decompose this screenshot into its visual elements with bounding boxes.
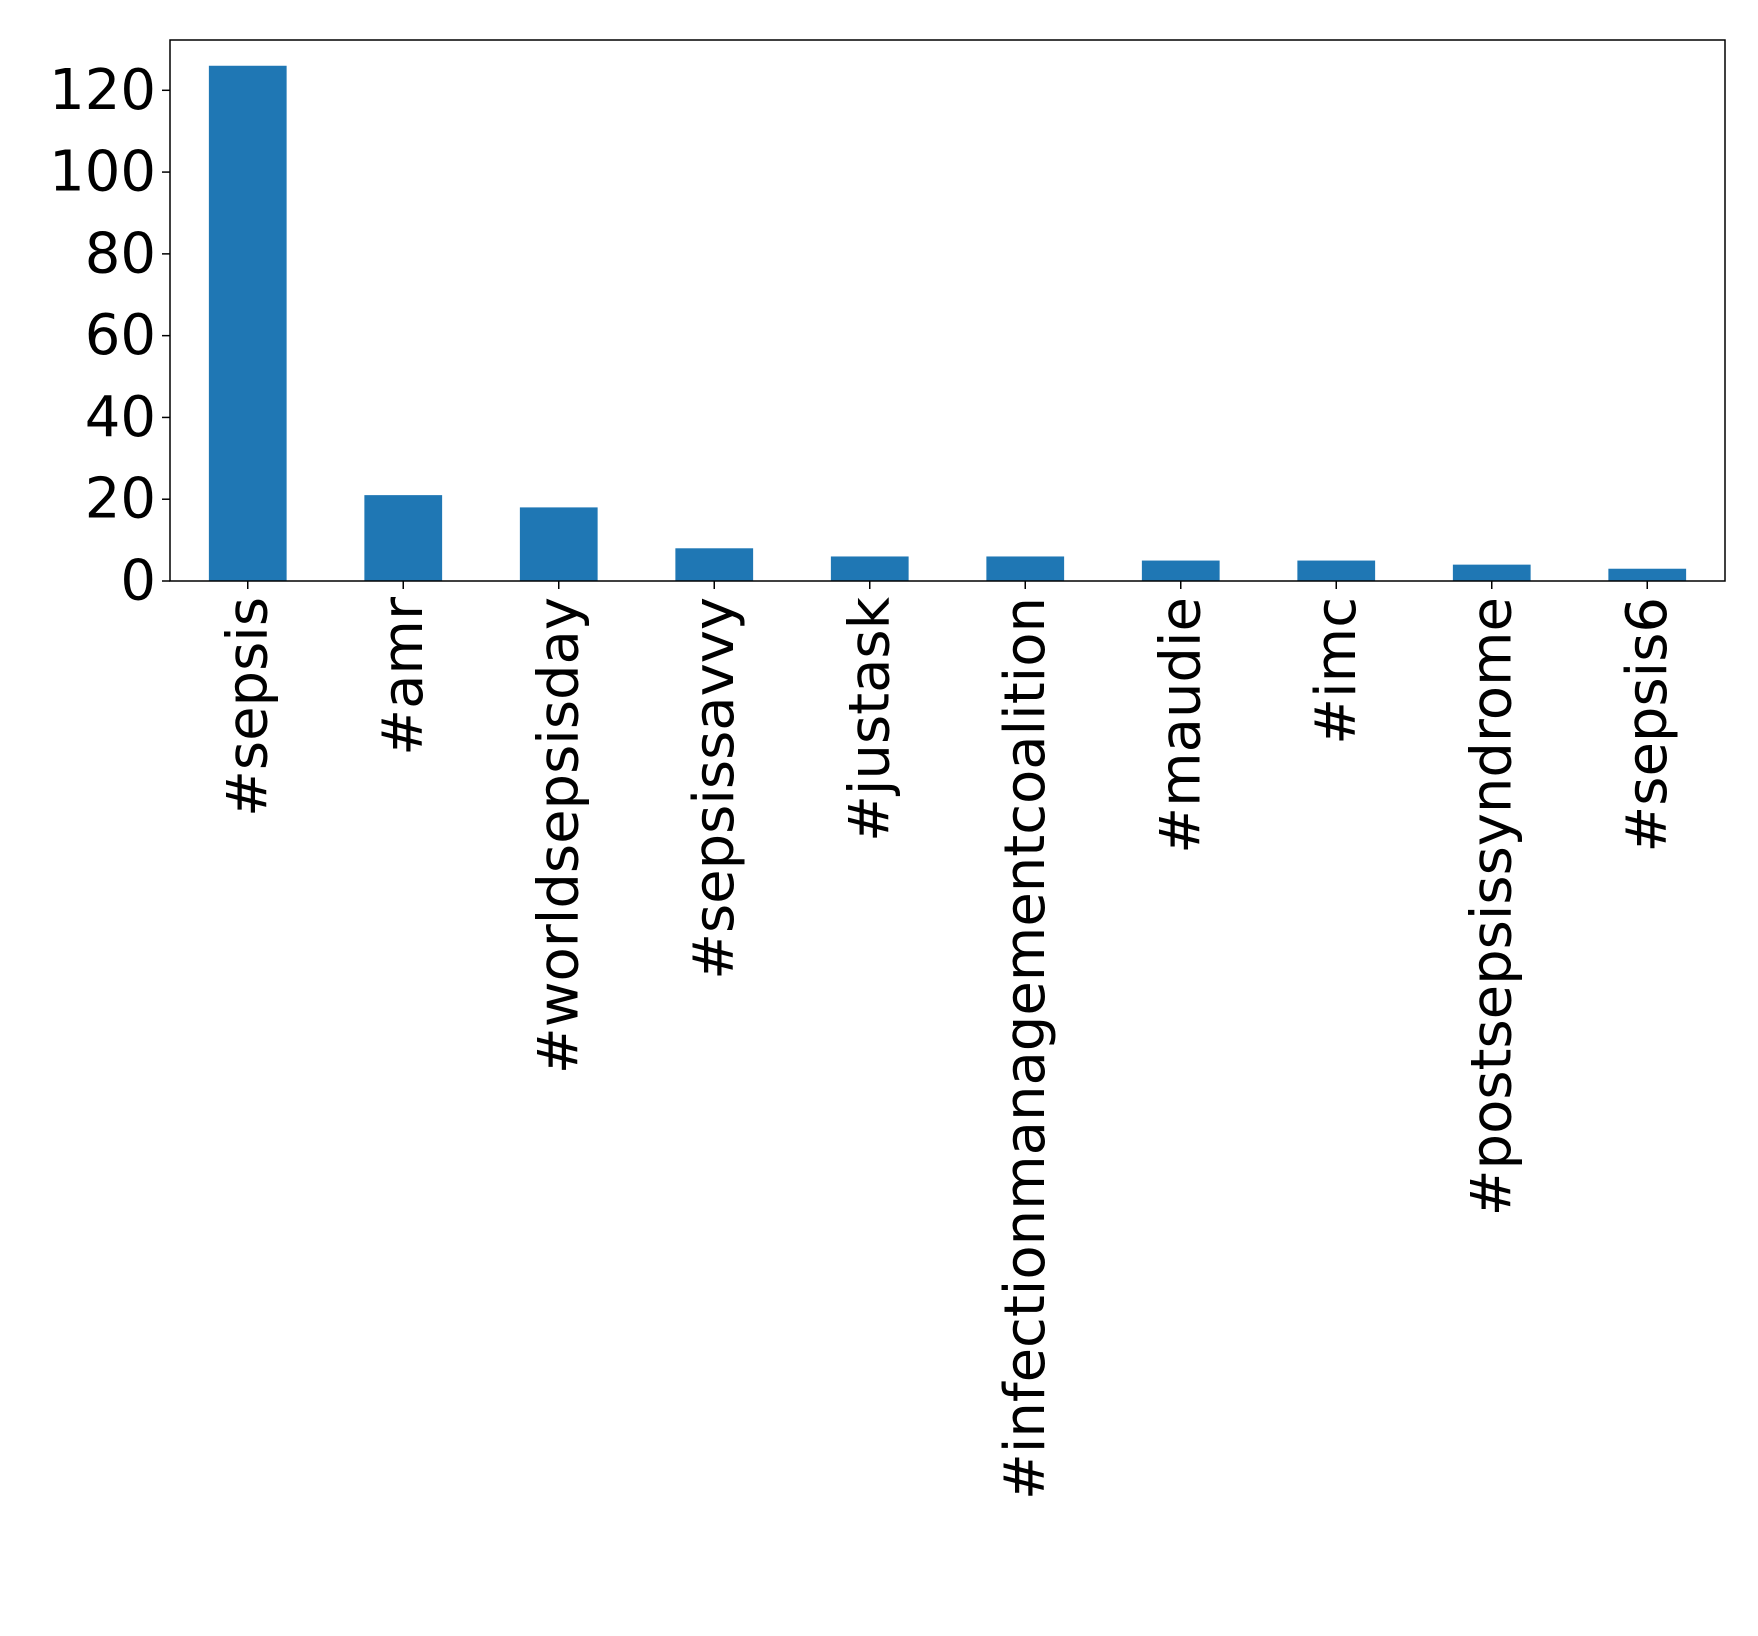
bar-7 [1297, 560, 1376, 581]
bar-2 [519, 507, 598, 581]
bars-group [208, 65, 1687, 581]
x-tick-label: #imc [1304, 597, 1369, 745]
x-tick-label: #sepsis [215, 597, 280, 817]
x-tick-label: #worldsepsisday [526, 597, 591, 1074]
y-tick-label: 20 [85, 467, 156, 532]
y-tick-label: 0 [120, 549, 156, 614]
bar-9 [1608, 568, 1687, 581]
bar-6 [1141, 560, 1220, 581]
bar-5 [986, 556, 1065, 581]
y-tick-label: 40 [85, 385, 156, 450]
y-tick-label: 80 [85, 221, 156, 286]
bar-3 [675, 548, 754, 581]
x-tick-label: #postsepsissyndrome [1459, 597, 1524, 1216]
bar-8 [1452, 564, 1531, 581]
x-axis: #sepsis #amr #worldsepsisday #sepsissavvy #j… [215, 581, 1680, 1500]
plot-frame [169, 39, 1726, 582]
y-axis: 0 20 40 60 80 100 120 [49, 58, 170, 614]
x-tick-label: #maudie [1148, 597, 1213, 854]
x-tick-label: #sepsissavvy [682, 597, 747, 980]
x-tick-label: #amr [371, 596, 436, 756]
x-tick-label: #infectionmanagementcoalition [993, 597, 1058, 1500]
x-tick-label: #justask [837, 596, 902, 842]
y-tick-label: 100 [49, 140, 156, 205]
bar-4 [830, 556, 909, 581]
y-tick-label: 120 [49, 58, 156, 123]
x-tick-label: #sepsis6 [1615, 597, 1680, 853]
bar-1 [364, 495, 443, 581]
bar-0 [208, 65, 287, 581]
y-tick-label: 60 [85, 303, 156, 368]
